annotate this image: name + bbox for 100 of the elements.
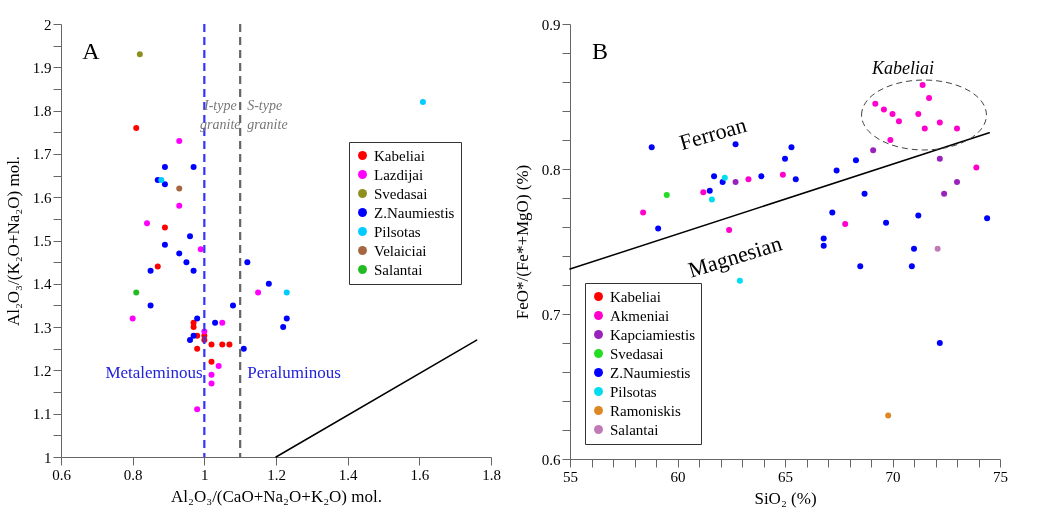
x-tick-label: 1.8: [482, 466, 501, 483]
point: [889, 110, 896, 117]
point: [190, 324, 197, 331]
point: [926, 94, 933, 101]
point: [176, 185, 183, 192]
point: [230, 302, 236, 309]
point: [936, 119, 943, 126]
x-tick-label: 1.2: [267, 466, 286, 483]
point: [208, 358, 215, 365]
point: [663, 192, 670, 199]
legend-label: Pilsotas: [374, 223, 421, 240]
point: [885, 412, 892, 419]
point: [887, 137, 894, 143]
point: [883, 219, 890, 226]
point: [941, 190, 948, 197]
point: [711, 173, 718, 180]
point: [215, 363, 222, 370]
point: [842, 221, 849, 228]
y-tick-label: 1.5: [32, 233, 52, 249]
legend-label: Lazdijai: [374, 166, 424, 183]
point: [721, 174, 728, 181]
point: [915, 110, 922, 117]
y-tick-label: 1.9: [32, 59, 52, 76]
point: [954, 125, 960, 132]
point: [265, 280, 272, 287]
point: [240, 345, 247, 352]
y-tick-label: 0.9: [541, 16, 561, 33]
point: [280, 324, 287, 331]
point: [161, 241, 168, 248]
point: [820, 235, 827, 242]
annotation: Metaleminous: [105, 363, 203, 382]
y-axis-title: Al₂O₃/(K₂O+Na₂O) mol.: [3, 155, 23, 327]
x-tick-label: 65: [778, 468, 793, 485]
y-tick-label: 1.7: [32, 146, 52, 163]
point: [708, 196, 715, 203]
point: [283, 315, 290, 322]
point: [419, 98, 426, 105]
x-tick-label: 1.6: [410, 466, 430, 483]
point: [792, 176, 799, 183]
point: [872, 100, 879, 107]
point: [161, 163, 168, 170]
point: [648, 144, 655, 151]
point: [895, 118, 902, 125]
legend-label: Z.Naumiestis: [374, 204, 455, 221]
annotation: B: [591, 38, 609, 64]
point: [283, 289, 290, 296]
y-tick-label: 0.8: [541, 161, 561, 178]
point: [706, 187, 713, 194]
annotation: Peraluminous: [247, 363, 341, 382]
point: [147, 267, 154, 274]
annotation: Ferroan: [676, 112, 750, 155]
point: [219, 341, 226, 348]
point: [954, 179, 960, 186]
point: [779, 171, 786, 178]
legend-label: Z.Naumiestis: [610, 364, 691, 381]
point: [219, 319, 226, 326]
point: [934, 245, 941, 252]
point: [161, 224, 168, 231]
point: [197, 246, 204, 253]
point: [133, 124, 140, 131]
point: [194, 406, 201, 413]
point: [190, 332, 197, 339]
x-axis-title: SiO₂ (%): [754, 488, 817, 508]
point: [187, 233, 193, 240]
point: [183, 259, 190, 266]
legend-label: Kapciamiestis: [610, 326, 696, 343]
x-tick-label: 1: [201, 466, 209, 483]
x-tick-label: 60: [670, 468, 686, 485]
y-tick-label: 1: [44, 449, 52, 466]
point: [936, 340, 943, 346]
point: [190, 163, 197, 170]
y-tick-label: 1.1: [32, 406, 52, 423]
ref-line-label: S-type granite: [247, 98, 288, 132]
point: [726, 226, 733, 233]
x-tick-label: 70: [885, 468, 901, 485]
y-tick-label: 1.6: [32, 189, 52, 206]
point: [244, 259, 251, 266]
point: [640, 209, 647, 216]
x-tick-label: 75: [993, 468, 1008, 485]
point: [655, 225, 662, 232]
legend-label: Kabeliai: [374, 147, 425, 164]
point: [158, 176, 165, 183]
point: [936, 155, 943, 162]
point: [136, 51, 143, 58]
point: [820, 242, 827, 249]
annotation: Kabeliai: [871, 58, 934, 78]
y-tick-label: 2: [44, 16, 52, 33]
point: [852, 157, 859, 164]
point: [880, 106, 887, 113]
legend-label: Ramoniskis: [610, 402, 681, 419]
x-tick-label: 0.8: [123, 466, 143, 483]
point: [861, 190, 868, 197]
point: [921, 125, 928, 132]
point: [833, 167, 840, 174]
y-tick-label: 1.3: [32, 319, 52, 336]
point: [161, 181, 168, 188]
x-tick-label: 1.4: [338, 466, 359, 483]
legend-label: Salantai: [610, 421, 659, 438]
point: [908, 263, 915, 270]
x-axis-title: Al₂O₃/(CaO+Na₂O+K₂O) mol.: [171, 486, 382, 506]
